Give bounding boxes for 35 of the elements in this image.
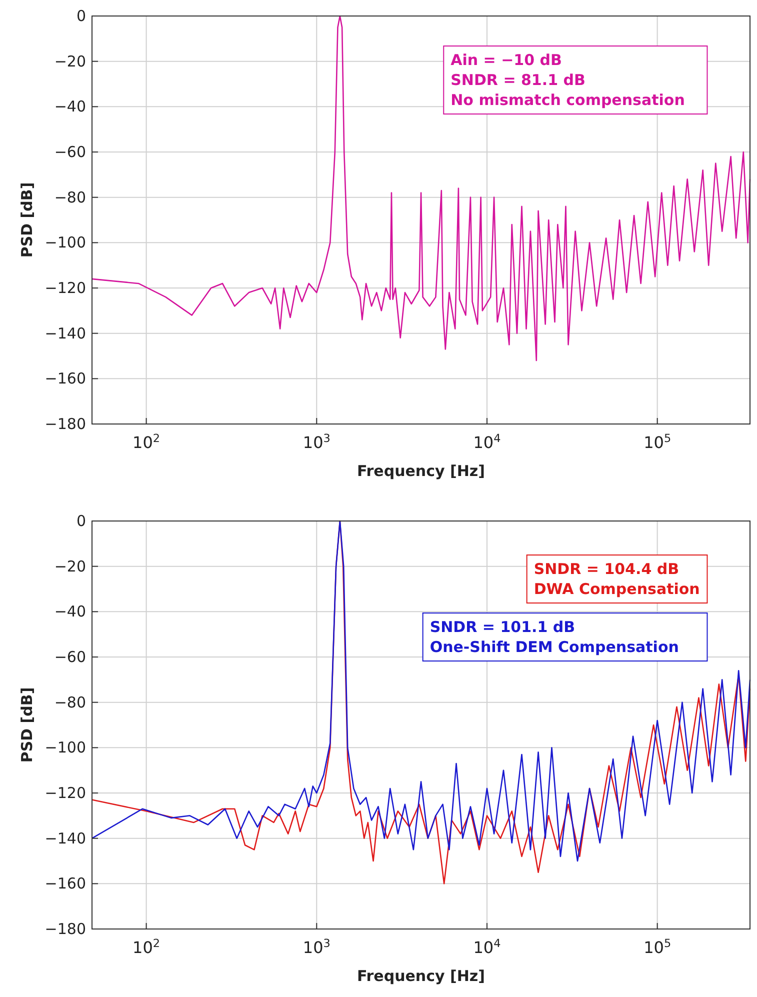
y-tick-label: 0	[76, 512, 86, 530]
x-tick-label: 10$^{5}$	[644, 432, 672, 452]
x-tick-label: 10$^{4}$	[473, 432, 501, 452]
x-tick-label: 10$^{3}$	[302, 432, 330, 452]
y-tick-label: −180	[44, 920, 86, 938]
annotation: Ain = −10 dB SNDR = 81.1 dB No mismatch compensation	[450, 51, 685, 109]
y-tick-label: −140	[44, 324, 86, 342]
annotation: SNDR = 101.1 dB One-Shift DEM Compensation	[430, 618, 679, 656]
x-tick-label: 10$^{3}$	[302, 936, 330, 957]
y-tick-label: −40	[54, 602, 86, 621]
x-tick-label: 10$^{2}$	[132, 936, 160, 957]
y-tick-label: −100	[44, 234, 86, 252]
y-tick-label: −180	[44, 415, 86, 433]
y-tick-label: −100	[44, 738, 86, 757]
x-tick-label: 10$^{5}$	[644, 936, 672, 957]
y-tick-label: −60	[54, 648, 86, 666]
x-tick-label: 10$^{4}$	[473, 936, 501, 957]
y-tick-label: −80	[54, 693, 86, 712]
y-tick-label: −120	[44, 279, 86, 297]
y-tick-label: −20	[54, 52, 86, 70]
y-tick-label: −20	[54, 557, 86, 576]
y-tick-label: −60	[54, 143, 86, 161]
x-axis-title: Frequency [Hz]	[356, 967, 486, 985]
y-tick-label: −140	[44, 829, 86, 848]
y-tick-label: 0	[76, 7, 86, 25]
y-tick-label: −120	[44, 784, 86, 802]
annotation: SNDR = 104.4 dB DWA Compensation	[534, 560, 700, 598]
x-tick-label: 10$^{2}$	[132, 432, 160, 452]
y-tick-label: −80	[54, 188, 86, 206]
y-axis-title: PSD [dB]	[18, 687, 36, 763]
y-tick-label: −160	[44, 370, 86, 388]
y-axis-title: PSD [dB]	[18, 182, 36, 258]
y-tick-label: −40	[54, 98, 86, 116]
y-tick-label: −160	[44, 874, 86, 893]
x-axis-title: Frequency [Hz]	[356, 462, 486, 480]
